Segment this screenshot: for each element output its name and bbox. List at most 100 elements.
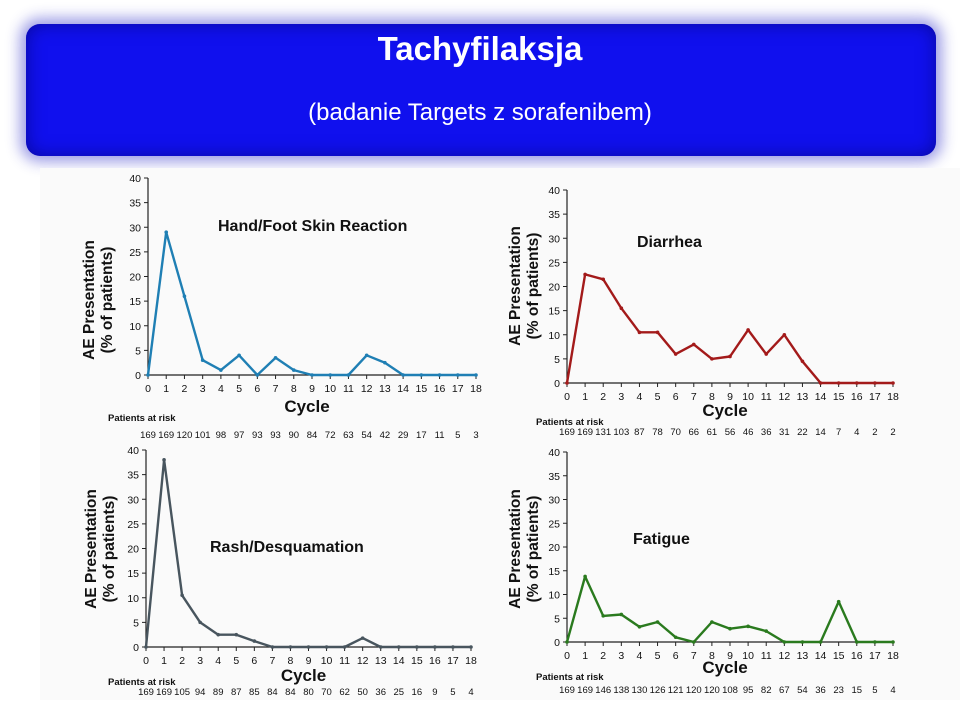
page-subtitle: (badanie Targets z sorafenibem) (308, 99, 652, 126)
chart4-ytick-label: 40 (548, 447, 560, 459)
chart2-xtick-label: 18 (887, 391, 899, 403)
chart3-data-point (396, 645, 401, 649)
chart1-data-point (383, 360, 387, 365)
chart1-series-line (146, 230, 476, 377)
chart1-data-point (310, 373, 314, 377)
chart4-ylabel: AE Presentation(% of patients) (507, 489, 542, 609)
chart2-data-point (873, 381, 877, 385)
chart2-xtick-label: 1 (582, 391, 588, 403)
chart2-risk-value: 61 (707, 427, 718, 438)
chart1-data-point (364, 353, 369, 358)
chart3-risk-value: 5 (450, 687, 455, 698)
chart4-data-point (728, 626, 732, 631)
chart4-risk-value: 4 (890, 685, 895, 696)
chart1-xtick-label: 8 (291, 383, 297, 395)
chart3-ytick-label: 0 (133, 642, 139, 654)
chart2-data-point (782, 332, 787, 337)
chart2-risk-value: 87 (634, 427, 645, 438)
chart2-xtick-label: 15 (833, 391, 845, 403)
chart1-data-point (291, 368, 296, 372)
chart4-xtick-label: 3 (618, 650, 624, 662)
chart4-data-point (619, 612, 624, 617)
chart3-ytick-label: 15 (127, 568, 139, 580)
chart3-risk-value: 85 (249, 687, 260, 698)
chart3-risk-value: 16 (412, 687, 423, 698)
chart4-xtick-label: 16 (851, 650, 863, 662)
chart4-data-point (764, 629, 769, 633)
chart1-risk-value: 3 (473, 430, 478, 441)
chart3-xtick-label: 2 (179, 655, 185, 667)
chart2-xtick-label: 14 (815, 391, 827, 403)
chart2-risk-value: 169 (559, 427, 575, 438)
chart1-ytick-label: 10 (129, 321, 141, 333)
chart2-data-point (710, 357, 714, 361)
chart1-xtick-label: 1 (163, 383, 169, 395)
chart3-ytick-label: 20 (127, 544, 139, 556)
chart1-risk-value: 42 (380, 430, 391, 441)
chart3-data-point (415, 645, 419, 649)
chart2-data-point (854, 381, 859, 385)
chart4-risk-value: 67 (779, 685, 790, 696)
chart3-xtick-label: 7 (269, 655, 275, 667)
chart3-ytick-label: 5 (133, 617, 139, 629)
chart4-xtick-label: 17 (869, 650, 881, 662)
chart4-xtick-label: 2 (600, 650, 606, 662)
chart3-risk-value: 169 (138, 687, 154, 698)
chart2-xtick-label: 11 (761, 391, 772, 403)
chart3-risk-value: 89 (213, 687, 224, 698)
chart3-ytick-label: 40 (127, 445, 139, 457)
chart1-ytick-label: 0 (135, 370, 141, 382)
chart1-data-point (455, 373, 460, 377)
chart2-data-point (691, 342, 696, 347)
chart4-data-point (873, 640, 877, 644)
page-title: Tachyfilaksja (377, 30, 583, 67)
chart2-risk-value: 4 (854, 427, 859, 438)
chart2-ytick-label: 20 (548, 282, 560, 294)
chart3-xtick-label: 12 (357, 655, 369, 667)
chart1-risk-value: 101 (195, 430, 211, 441)
chart3-risk-value: 9 (432, 687, 437, 698)
chart4-data-point (691, 640, 696, 644)
chart2-xtick-label: 3 (618, 391, 624, 403)
chart1-risk-value: 11 (435, 430, 445, 441)
chart4-data-point (673, 635, 678, 640)
chart4-risk-value: 169 (559, 685, 575, 696)
chart3-xtick-label: 15 (411, 655, 423, 667)
chart3-risk-value: 36 (375, 687, 386, 698)
chart2-data-point (655, 330, 660, 335)
chart2-data-point (891, 381, 895, 385)
chart4-xtick-label: 8 (709, 650, 715, 662)
chart4-xtick-label: 7 (691, 650, 697, 662)
chart3-xtick-label: 1 (161, 655, 167, 667)
chart4-data-point (637, 625, 642, 629)
chart1-xtick-label: 16 (434, 383, 446, 395)
chart3-xtick-label: 5 (233, 655, 239, 667)
chart3-risk-value: 169 (156, 687, 172, 698)
chart2-title: Diarrhea (637, 234, 702, 251)
chart4-data-point (782, 640, 787, 644)
chart2-data-point (818, 381, 823, 385)
chart4-ytick-label: 20 (548, 542, 560, 554)
chart4-risk-value: 120 (704, 685, 720, 696)
chart4-xtick-label: 4 (637, 650, 643, 662)
chart3-data-point (234, 632, 239, 637)
chart2-risk-value: 66 (688, 427, 699, 438)
chart3-data-point (198, 620, 202, 625)
chart3-risk-value: 70 (321, 687, 332, 698)
chart4-ytick-label: 0 (554, 637, 560, 649)
chart3-xtick-label: 4 (215, 655, 221, 667)
chart3-xtick-label: 6 (251, 655, 257, 667)
chart4-risk-value: 15 (851, 685, 862, 696)
chart3-xtick-label: 14 (393, 655, 405, 667)
chart4-ytick-label: 15 (548, 566, 560, 578)
chart2-ytick-label: 10 (548, 330, 560, 342)
chart1-xtick-label: 3 (200, 383, 206, 395)
chart4-xtick-label: 18 (887, 650, 899, 662)
chart4-risk-value: 120 (686, 685, 702, 696)
chart2-risk-value: 46 (743, 427, 754, 438)
chart2-xlabel: Cycle (702, 401, 747, 420)
chart1-xtick-label: 17 (452, 383, 464, 395)
chart3-data-point (144, 645, 148, 649)
chart4-risk-value: 54 (797, 685, 808, 696)
chart3-data-point (270, 645, 275, 649)
